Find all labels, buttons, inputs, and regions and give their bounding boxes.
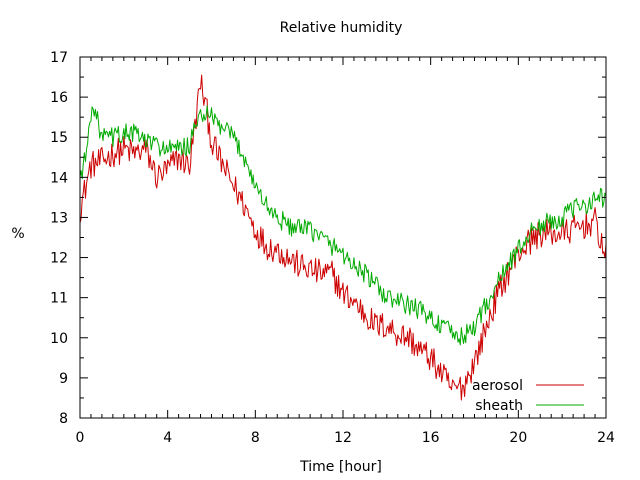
y-tick-label: 9	[59, 371, 68, 387]
x-tick-label: 8	[251, 430, 260, 446]
x-tick-label: 16	[422, 430, 440, 446]
x-axis-title: Time [hour]	[299, 459, 382, 475]
x-tick-label: 24	[597, 430, 615, 446]
y-tick-label: 11	[50, 291, 68, 307]
y-tick-label: 10	[50, 331, 68, 347]
chart-title: Relative humidity	[280, 20, 403, 36]
legend-label-sheath: sheath	[475, 398, 523, 414]
y-tick-label: 15	[50, 130, 68, 146]
y-tick-label: 17	[50, 50, 68, 66]
x-tick-label: 4	[163, 430, 172, 446]
series-layer	[79, 74, 607, 401]
legend: aerosol sheath	[472, 378, 584, 414]
x-tick-label: 0	[76, 430, 85, 446]
y-tick-label: 13	[50, 210, 68, 226]
y-tick-label: 16	[50, 90, 68, 106]
x-tick-label: 20	[509, 430, 527, 446]
y-axis-title: %	[11, 226, 24, 242]
y-tick-label: 8	[59, 411, 68, 427]
legend-label-aerosol: aerosol	[472, 378, 523, 394]
y-tick-label: 12	[50, 251, 68, 267]
x-tick-label: 12	[334, 430, 352, 446]
plot-frame	[79, 56, 607, 419]
series-line-sheath	[79, 105, 607, 346]
ticks-layer: 8 9 10 11 12 13 14 15 16 17 0 4 8 12 16 20 24	[50, 50, 615, 446]
series-line-aerosol	[79, 74, 607, 401]
y-tick-label: 14	[50, 170, 68, 186]
